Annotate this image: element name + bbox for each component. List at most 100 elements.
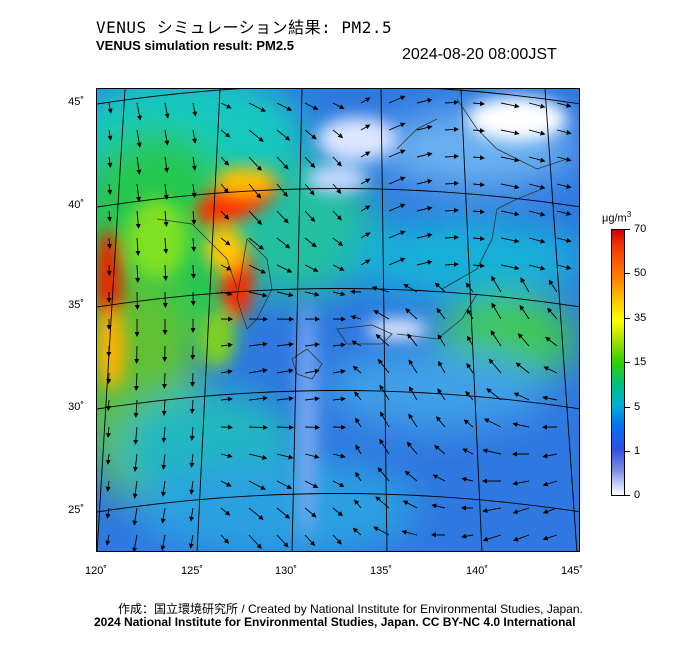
wind-arrow [403, 283, 418, 293]
colorbar-tick [625, 451, 630, 452]
wind-arrow [408, 413, 418, 428]
wind-arrow [512, 507, 530, 514]
wind-arrow [304, 368, 320, 374]
wind-arrow [465, 390, 474, 401]
wind-arrow [416, 232, 433, 239]
wind-arrow [542, 534, 558, 541]
wind-arrow [472, 155, 485, 161]
wind-arrow [542, 395, 558, 401]
wind-arrow [434, 445, 446, 455]
wind-arrow [192, 102, 198, 117]
wind-arrow [276, 396, 294, 402]
wind-arrow [461, 476, 474, 482]
wind-arrow [500, 183, 520, 190]
wind-arrow [189, 453, 195, 468]
wind-arrow [472, 263, 485, 269]
wind-arrow [528, 264, 546, 271]
wind-arrow [444, 207, 459, 213]
wind-arrow [488, 358, 502, 374]
wind-arrow [133, 399, 139, 418]
wind-arrow [388, 176, 406, 185]
wind-arrow [276, 291, 294, 298]
wind-arrow [388, 230, 406, 239]
wind-arrow [189, 507, 195, 522]
wind-arrow [304, 237, 317, 248]
wind-arrow [444, 99, 459, 105]
wind-arrow [162, 372, 167, 389]
map-canvas [97, 89, 579, 551]
wind-arrow [542, 480, 558, 487]
wind-arrow [388, 149, 406, 158]
wind-arrow [500, 156, 520, 163]
wind-arrow [164, 102, 170, 119]
wind-arrow [220, 507, 231, 516]
wind-arrow [304, 183, 315, 196]
wind-arrow [189, 426, 195, 441]
wind-arrow [135, 264, 141, 283]
wind-arrow [437, 388, 446, 401]
wind-arrow [136, 156, 142, 175]
wind-arrow [465, 282, 474, 293]
wind-arrow [388, 257, 406, 266]
wind-arrow [332, 291, 346, 297]
colorbar-tick [625, 407, 630, 408]
wind-arrow [528, 129, 546, 136]
wind-arrow [332, 507, 344, 517]
wind-arrow [160, 480, 166, 497]
wind-vectors [105, 95, 572, 551]
wind-arrow [543, 366, 558, 374]
wind-arrow [163, 264, 169, 281]
colorbar-label-50: 50 [634, 267, 647, 279]
wind-arrow [472, 101, 485, 107]
wind-arrow [406, 441, 418, 455]
wind-arrow [355, 444, 362, 455]
wind-arrow [304, 342, 320, 348]
wind-arrow [332, 237, 344, 247]
forecast-timestamp: 2024-08-20 08:00JST [402, 46, 557, 63]
wind-arrow [408, 359, 418, 374]
wind-arrow [107, 210, 113, 222]
wind-arrow [188, 534, 194, 549]
wind-arrow [136, 183, 142, 202]
wind-arrow [276, 210, 289, 224]
wind-arrow [136, 102, 142, 121]
wind-arrow [466, 308, 474, 320]
wind-arrow [160, 507, 166, 524]
wind-arrow [512, 480, 530, 486]
wind-arrow [191, 183, 197, 198]
lon-label-145: 145˚ [560, 565, 584, 577]
wind-arrow [528, 156, 546, 163]
colorbar-unit: μg/m3 [602, 210, 631, 225]
wind-arrow [132, 507, 138, 526]
wind-arrow [304, 534, 316, 547]
wind-arrow [466, 362, 474, 374]
wind-arrow [355, 417, 362, 428]
wind-arrow [163, 237, 169, 254]
wind-arrow [276, 507, 291, 519]
wind-arrow [248, 341, 268, 347]
colorbar [611, 229, 625, 496]
wind-arrow [105, 453, 111, 465]
wind-arrow [402, 500, 418, 509]
wind-arrow [276, 156, 289, 170]
wind-arrow [515, 362, 530, 374]
wind-arrow [276, 424, 294, 430]
wind-arrow [304, 129, 317, 140]
colorbar-tick [625, 273, 630, 274]
wind-arrow [405, 308, 418, 320]
wind-arrow [276, 237, 291, 249]
wind-arrow [132, 534, 138, 551]
wind-arrow [133, 426, 139, 445]
wind-arrow [416, 259, 433, 266]
wind-arrow [135, 210, 141, 229]
wind-arrow [472, 182, 485, 188]
colorbar-label-0: 0 [634, 489, 641, 501]
wind-arrow [375, 496, 390, 509]
wind-arrow [437, 360, 446, 374]
wind-arrow [436, 307, 446, 320]
credit-line: 作成：国立環境研究所 / Created by National Institu… [118, 602, 583, 616]
wind-arrow [528, 210, 546, 217]
lat-label-45: 45˚ [68, 96, 84, 108]
wind-arrow [220, 534, 230, 544]
wind-arrow [332, 156, 342, 167]
